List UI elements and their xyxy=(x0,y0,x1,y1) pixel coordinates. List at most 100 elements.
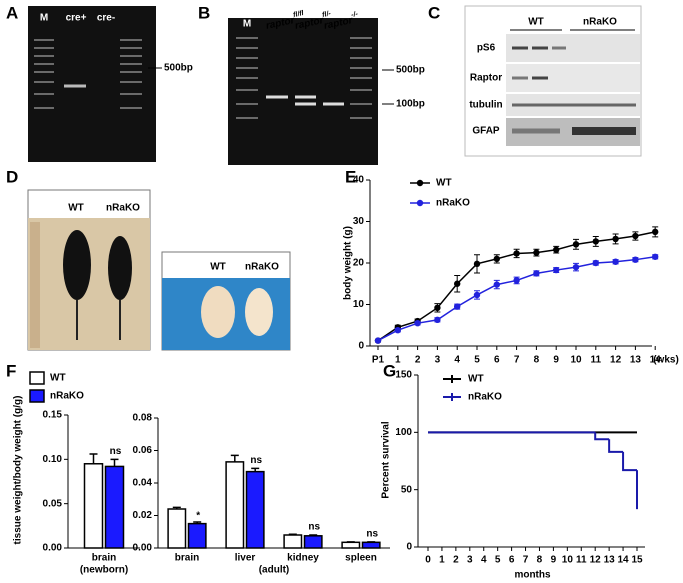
point xyxy=(553,266,560,274)
x-tick-label: 8 xyxy=(534,355,540,366)
y-tick-label: 0.15 xyxy=(43,410,63,421)
x-tick-label: 6 xyxy=(509,555,515,566)
point xyxy=(513,277,520,284)
y-tick-label: 10 xyxy=(353,299,365,310)
x-tick-label: 2 xyxy=(415,355,421,366)
x-tick-label: 12 xyxy=(590,555,602,566)
row-label: pS6 xyxy=(477,43,496,54)
row-label: GFAP xyxy=(472,126,500,137)
y-tick-label: 20 xyxy=(353,258,365,269)
x-tick-label: 3 xyxy=(435,355,441,366)
y-tick-label: 0.10 xyxy=(43,454,63,465)
error-bar xyxy=(89,453,98,464)
bar xyxy=(245,470,265,549)
x-axis-label: (newborn) xyxy=(80,565,128,576)
x-tick-label: 2 xyxy=(453,555,459,566)
x-tick-label: 3 xyxy=(467,555,473,566)
point xyxy=(533,249,540,256)
x-tick-label: 4 xyxy=(454,355,460,366)
annotation: ns xyxy=(366,528,378,539)
point xyxy=(533,270,540,277)
point xyxy=(612,258,619,265)
bar xyxy=(283,534,303,549)
bar xyxy=(104,465,125,549)
group-label: nRaKO xyxy=(583,17,617,28)
y-tick-label: 30 xyxy=(353,216,365,227)
bands xyxy=(512,46,636,135)
gel-a: M cre+ cre- 500bp xyxy=(28,6,193,162)
panel-label: A xyxy=(6,3,18,22)
x-axis-label: (adult) xyxy=(259,565,290,576)
bar xyxy=(341,541,361,549)
x-tick-label: 1 xyxy=(439,555,445,566)
bar xyxy=(303,535,323,549)
point xyxy=(592,238,599,245)
x-tick-label: 13 xyxy=(604,555,616,566)
x-tick-label: spleen xyxy=(345,553,377,564)
error-bar xyxy=(309,534,318,536)
gel-b: M raptorfl/fl raptorfl/- raptor-/- 500bp… xyxy=(228,10,425,165)
point xyxy=(632,232,639,240)
y-tick-label: 50 xyxy=(401,484,413,495)
group-label: WT xyxy=(528,17,544,28)
y-tick-label: 0 xyxy=(358,341,364,352)
bar xyxy=(361,541,381,549)
x-tick-label: 1 xyxy=(395,355,401,366)
photo-d: WT nRaKO WT nRaKO xyxy=(27,189,291,351)
legend-swatch xyxy=(29,371,45,385)
y-axis-label: Percent survival xyxy=(381,421,392,498)
x-tick-label: 5 xyxy=(495,555,501,566)
genotype: -/- xyxy=(351,10,360,18)
error-bar xyxy=(172,506,181,509)
x-tick-label: 0 xyxy=(425,555,431,566)
gel-image xyxy=(228,18,378,165)
legend-label: WT xyxy=(436,178,452,189)
y-tick-label: 0 xyxy=(406,542,412,553)
ladder xyxy=(34,39,142,109)
x-axis-label: months xyxy=(514,570,551,581)
panel-label: C xyxy=(428,3,440,22)
survival-step xyxy=(608,439,624,453)
x-tick-label: 14 xyxy=(650,355,662,366)
blot-strip xyxy=(506,34,640,62)
point xyxy=(572,263,580,271)
row-label: tubulin xyxy=(469,100,502,111)
legend-swatch xyxy=(29,389,45,403)
x-tick-label: 9 xyxy=(551,555,557,566)
point xyxy=(434,316,441,324)
x-tick-label: brain xyxy=(175,553,199,564)
genotype: fl/fl xyxy=(293,10,306,19)
lane-label: cre- xyxy=(97,13,115,24)
annotation: ns xyxy=(250,455,262,466)
size-marker: 100bp xyxy=(396,99,425,110)
bar xyxy=(225,461,245,549)
point xyxy=(473,291,481,299)
point xyxy=(493,255,500,263)
survival-step xyxy=(594,432,610,441)
error-bar xyxy=(110,458,119,467)
survival-step xyxy=(622,451,637,472)
legend-label: nRaKO xyxy=(436,198,470,209)
x-tick-label: 5 xyxy=(474,355,480,366)
error-bar xyxy=(193,521,202,524)
blot-c: WT nRaKO pS6 Raptor tubulin GFAP xyxy=(464,5,642,157)
x-tick-label: 9 xyxy=(553,355,559,366)
photo-label: WT xyxy=(210,262,226,273)
point xyxy=(454,280,461,287)
error-bar xyxy=(251,467,260,472)
point xyxy=(374,337,382,344)
x-tick-label: brain xyxy=(92,553,116,564)
point xyxy=(434,304,441,312)
x-tick-label: 6 xyxy=(494,355,500,366)
point xyxy=(414,319,421,327)
panel-label: D xyxy=(6,167,18,186)
panel-label: G xyxy=(383,361,396,380)
legend-label: nRaKO xyxy=(50,391,84,402)
brain xyxy=(245,288,273,336)
legend-label: WT xyxy=(468,374,484,385)
legend-line xyxy=(443,375,461,383)
legend-marker xyxy=(416,199,424,207)
x-unit: (wks) xyxy=(653,355,679,366)
x-tick-label: 10 xyxy=(570,355,582,366)
mouse xyxy=(63,230,91,300)
